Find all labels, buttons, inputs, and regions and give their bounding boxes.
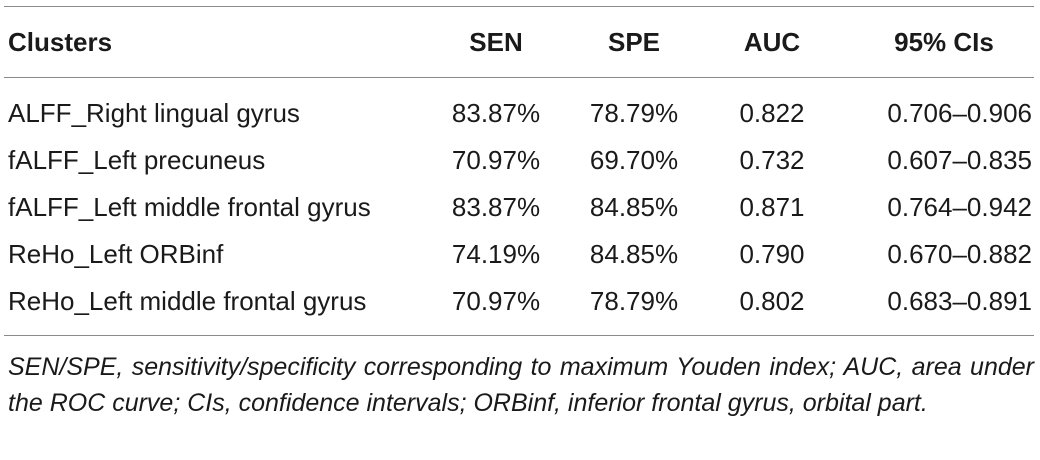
- cell-cluster: ReHo_Left middle frontal gyrus: [8, 286, 367, 316]
- table-row: fALFF_Left precuneus 70.97% 69.70% 0.732…: [4, 137, 1034, 184]
- header-sen: SEN: [469, 26, 523, 57]
- header-auc: AUC: [743, 26, 801, 57]
- table-row: ReHo_Left ORBinf 74.19% 84.85% 0.790 0.6…: [4, 231, 1034, 278]
- table-header: Clusters SEN SPE AUC 95% CIs: [4, 6, 1034, 78]
- table-body: ALFF_Right lingual gyrus 83.87% 78.79% 0…: [4, 78, 1034, 336]
- cell-sen: 70.97%: [451, 286, 541, 316]
- cell-sen: 83.87%: [451, 192, 541, 222]
- cell-sen: 74.19%: [451, 239, 541, 269]
- cell-ci: 0.670–0.882: [887, 239, 1032, 269]
- header-clusters: Clusters: [8, 26, 113, 57]
- cell-auc: 0.802: [739, 286, 805, 316]
- header-spe: SPE: [607, 26, 661, 57]
- cell-ci: 0.607–0.835: [887, 145, 1032, 175]
- cell-spe: 84.85%: [589, 239, 679, 269]
- cell-auc: 0.732: [739, 145, 805, 175]
- cell-ci: 0.683–0.891: [887, 286, 1032, 316]
- table-row: ALFF_Right lingual gyrus 83.87% 78.79% 0…: [4, 78, 1034, 138]
- table-row: fALFF_Left middle frontal gyrus 83.87% 8…: [4, 184, 1034, 231]
- header-row: Clusters SEN SPE AUC 95% CIs: [4, 6, 1034, 78]
- cell-cluster: ReHo_Left ORBinf: [8, 239, 224, 269]
- results-table: Clusters SEN SPE AUC 95% CIs ALFF_Right …: [4, 6, 1034, 336]
- cell-auc: 0.790: [739, 239, 805, 269]
- cell-spe: 69.70%: [589, 145, 679, 175]
- cell-cluster: ALFF_Right lingual gyrus: [8, 98, 300, 128]
- cell-ci: 0.764–0.942: [887, 192, 1032, 222]
- header-ci: 95% CIs: [894, 26, 994, 57]
- cell-auc: 0.871: [739, 192, 805, 222]
- results-table-container: Clusters SEN SPE AUC 95% CIs ALFF_Right …: [4, 6, 1034, 336]
- table-row: ReHo_Left middle frontal gyrus 70.97% 78…: [4, 278, 1034, 336]
- cell-cluster: fALFF_Left precuneus: [8, 145, 266, 175]
- cell-sen: 70.97%: [451, 145, 541, 175]
- cell-spe: 78.79%: [589, 98, 679, 128]
- cell-auc: 0.822: [739, 98, 805, 128]
- cell-cluster: fALFF_Left middle frontal gyrus: [8, 192, 371, 222]
- cell-sen: 83.87%: [451, 98, 541, 128]
- cell-spe: 84.85%: [589, 192, 679, 222]
- table-footnote: SEN/SPE, sensitivity/specificity corresp…: [8, 353, 1034, 417]
- cell-spe: 78.79%: [589, 286, 679, 316]
- cell-ci: 0.706–0.906: [887, 98, 1032, 128]
